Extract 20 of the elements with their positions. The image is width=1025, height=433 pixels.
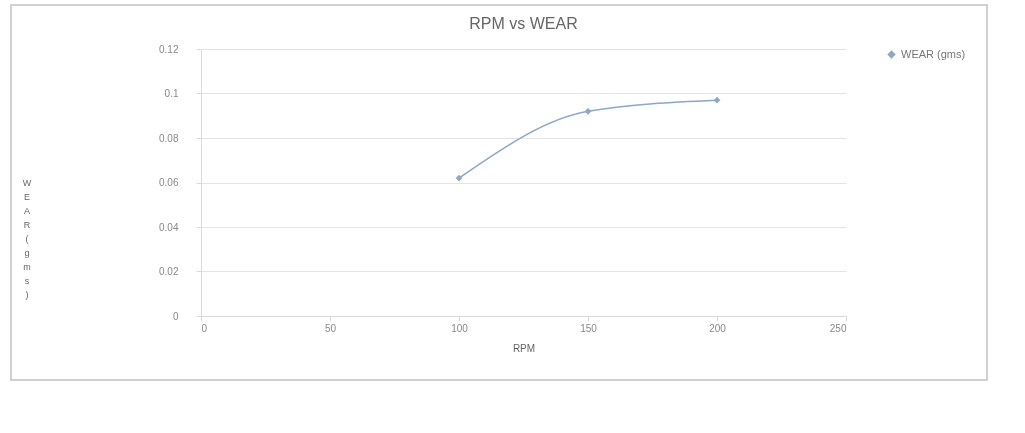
- x-tick-label: 50: [324, 322, 337, 334]
- chart-title: RPM vs WEAR: [469, 15, 578, 32]
- y-tick-label: 0.12: [159, 43, 179, 55]
- point: [584, 107, 592, 115]
- x-axis-title: RPM: [512, 342, 536, 354]
- x-tick-label: 200: [709, 322, 727, 334]
- x-tick-label: 250: [829, 322, 847, 334]
- text: WEAR(gms): [22, 178, 32, 300]
- point: [455, 174, 463, 182]
- legend-label: WEAR (gms): [901, 47, 966, 60]
- y-tick-label: 0.08: [159, 132, 179, 144]
- y-tick-label: 0.1: [164, 88, 179, 99]
- x-tick-label: 0: [201, 322, 208, 334]
- x-tick-label: 150: [580, 322, 598, 334]
- y-tick-label: 0.02: [159, 266, 179, 277]
- x-tick-label: 100: [451, 322, 469, 334]
- y-tick-label: 0.06: [159, 177, 179, 188]
- y-tick-label: 0: [172, 310, 179, 322]
- y-tick-label: 0.04: [159, 221, 179, 233]
- point: [713, 96, 721, 104]
